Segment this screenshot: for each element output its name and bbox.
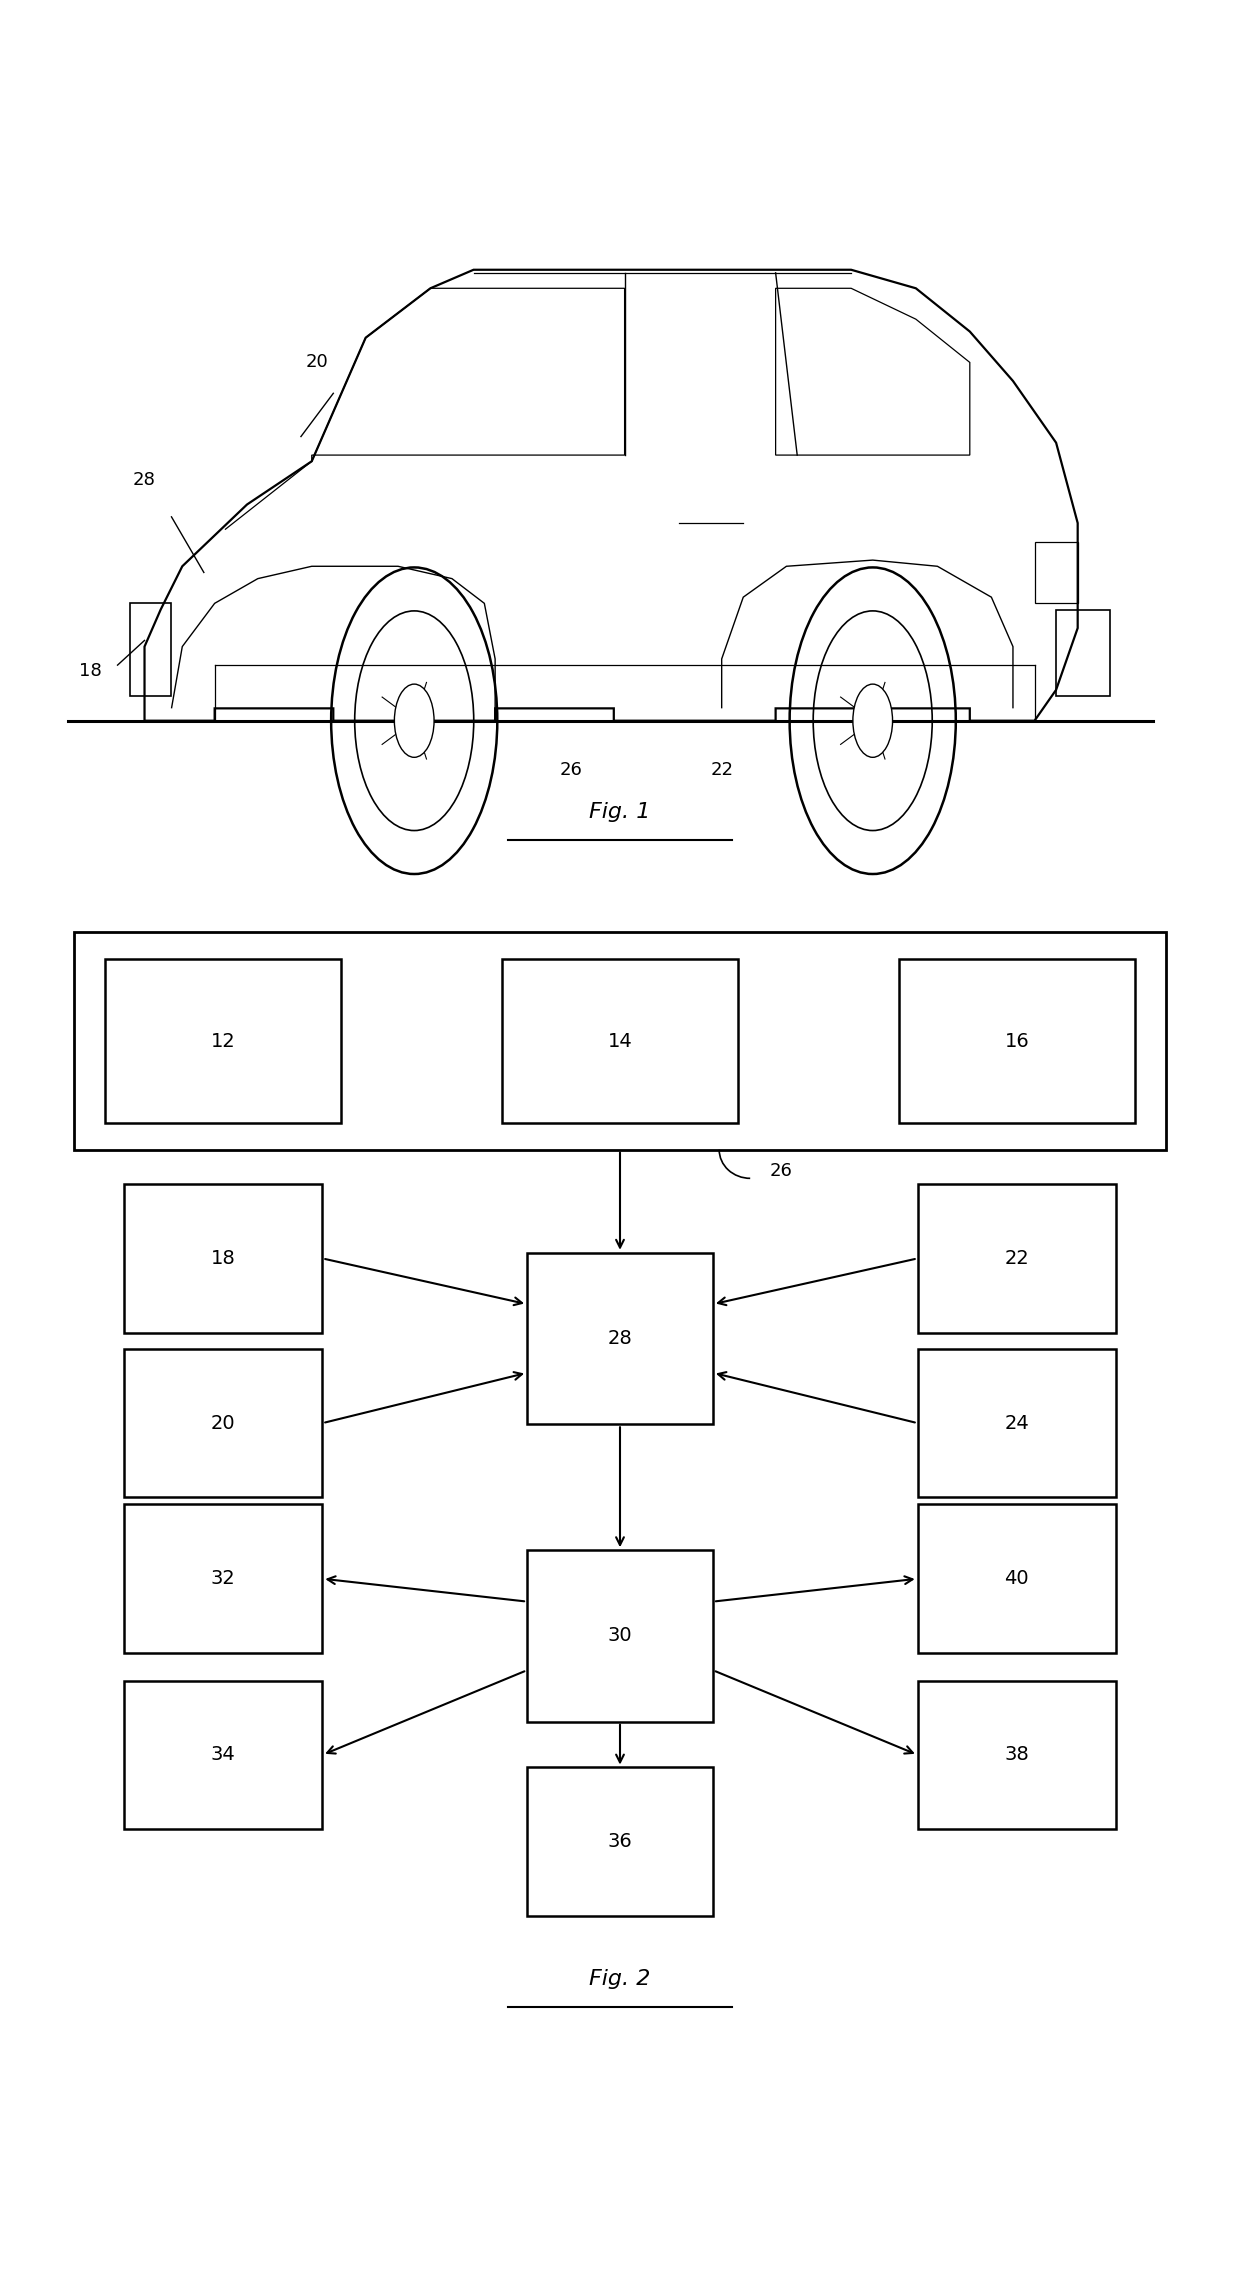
Text: 18: 18 xyxy=(79,661,102,680)
Bar xyxy=(105,959,341,1123)
Text: 32: 32 xyxy=(211,1570,236,1588)
Text: 28: 28 xyxy=(133,471,156,490)
Circle shape xyxy=(853,684,893,757)
Bar xyxy=(918,1679,1116,1830)
Text: 26: 26 xyxy=(559,762,582,780)
Text: 20: 20 xyxy=(211,1414,236,1432)
Bar xyxy=(1034,542,1078,604)
Bar xyxy=(918,1506,1116,1652)
Bar xyxy=(130,604,171,696)
Text: 12: 12 xyxy=(211,1032,236,1050)
Text: 28: 28 xyxy=(608,1329,632,1348)
Bar xyxy=(918,1348,1116,1496)
Text: 30: 30 xyxy=(608,1627,632,1645)
Bar xyxy=(527,1766,713,1917)
Bar xyxy=(124,1185,322,1332)
Bar xyxy=(124,1679,322,1830)
Text: Fig. 1: Fig. 1 xyxy=(589,803,651,821)
Text: 18: 18 xyxy=(211,1249,236,1268)
Text: 24: 24 xyxy=(1004,1414,1029,1432)
Bar xyxy=(124,1506,322,1652)
Text: 34: 34 xyxy=(211,1746,236,1764)
Bar xyxy=(124,1348,322,1496)
Text: Fig. 2: Fig. 2 xyxy=(589,1970,651,1988)
Text: 40: 40 xyxy=(1004,1570,1029,1588)
Bar xyxy=(527,1551,713,1721)
Text: 20: 20 xyxy=(306,352,329,371)
Circle shape xyxy=(394,684,434,757)
Bar xyxy=(502,959,738,1123)
Bar xyxy=(527,1252,713,1423)
Text: 22: 22 xyxy=(711,762,733,780)
Text: 36: 36 xyxy=(608,1833,632,1851)
Text: 26: 26 xyxy=(770,1162,792,1181)
Text: 22: 22 xyxy=(1004,1249,1029,1268)
Text: 14: 14 xyxy=(608,1032,632,1050)
Bar xyxy=(1056,609,1110,696)
Text: 38: 38 xyxy=(1004,1746,1029,1764)
Bar xyxy=(74,934,1166,1149)
Text: 16: 16 xyxy=(1004,1032,1029,1050)
Bar xyxy=(899,959,1135,1123)
Bar xyxy=(918,1185,1116,1332)
